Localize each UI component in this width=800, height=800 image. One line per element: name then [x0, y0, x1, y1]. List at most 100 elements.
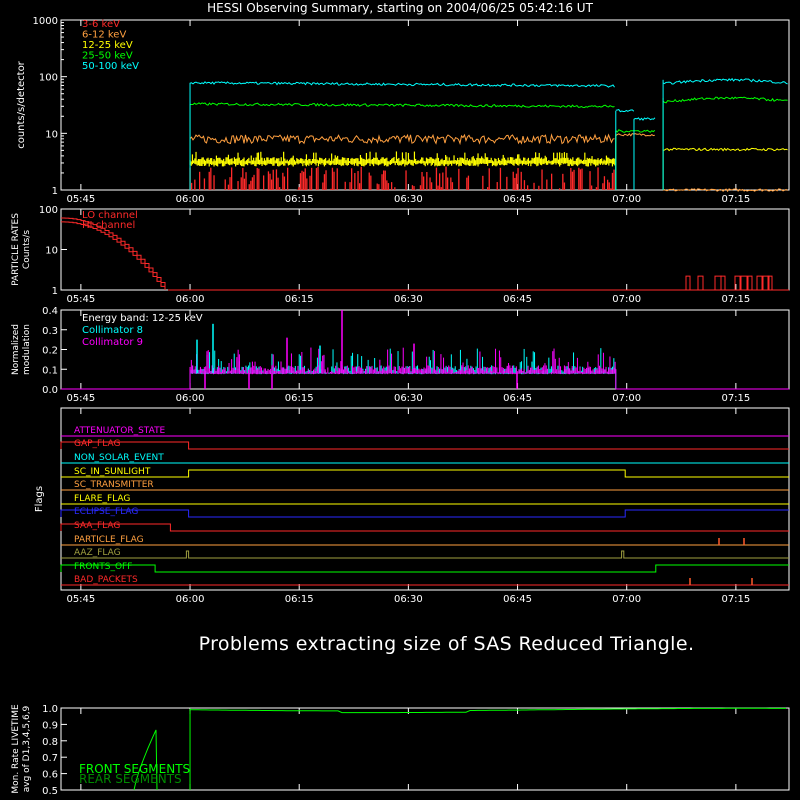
y-axis-label: counts/s/detector [16, 60, 27, 148]
legend-FRONT-SEGMENTS: FRONT SEGMENTS [79, 762, 190, 776]
y-tick-label: 100 [39, 205, 58, 216]
series-line [662, 188, 788, 193]
text-layer: 1 10 100 1000 counts/s/detector 05:45 06:00 06:… [11, 16, 750, 797]
x-tick-label: 06:00 [176, 594, 205, 605]
particle-curve-0 [61, 217, 166, 288]
x-tick-label: 06:45 [503, 194, 532, 205]
y-tick-label: 0.6 [42, 770, 58, 781]
x-tick-label: 06:30 [394, 294, 423, 305]
y-tick-label: 1 [52, 186, 58, 197]
flag-label-non-solar-event: NON_SOLAR_EVENT [74, 453, 164, 463]
flag-line [61, 469, 789, 478]
y-tick-label: 1000 [33, 16, 58, 27]
flag-label-sc-transmitter: SC_TRANSMITTER [74, 480, 154, 490]
count-rate-panel [60, 19, 790, 191]
flag-line [60, 523, 789, 532]
series-line [615, 129, 656, 133]
data-layer [60, 77, 789, 791]
x-tick-label: 06:00 [176, 393, 205, 404]
y-axis-label: PARTICLE RATES [11, 213, 21, 286]
y-tick-label: 0.5 [42, 786, 58, 797]
y-axis-label: Flags [34, 486, 45, 512]
series-line [662, 77, 788, 85]
x-tick-label: 06:15 [285, 294, 314, 305]
legend-Collimator-8: Collimator 8 [82, 325, 143, 336]
y-axis-label: modulation [22, 324, 32, 375]
flag-label-attenuator-state: ATTENUATOR_STATE [74, 426, 166, 436]
particle-burst [740, 275, 748, 291]
x-tick-label: 06:15 [285, 393, 314, 404]
y-tick-label: 100 [39, 73, 58, 84]
y-tick-label: 0.3 [42, 326, 58, 337]
x-tick-label: 07:00 [612, 393, 641, 404]
error-message: Problems extracting size of SAS Reduced … [198, 633, 695, 655]
particle-burst [685, 275, 691, 291]
livetime-panel [60, 707, 790, 791]
chart-title: HESSI Observing Summary, starting on 200… [207, 1, 593, 15]
x-tick-label: 06:45 [503, 294, 532, 305]
flag-label-gap-flag: GAP_FLAG [74, 439, 120, 449]
x-tick-label: 05:45 [66, 594, 95, 605]
particle-burst [714, 275, 722, 291]
y-tick-label: 1.0 [42, 704, 58, 715]
flag-label-sc-in-sunlight: SC_IN_SUNLIGHT [74, 467, 151, 477]
legend-3-6-keV: 3-6 keV [82, 19, 120, 30]
flag-label-aaz-flag: AAZ_FLAG [74, 548, 121, 558]
y-tick-label: 0.9 [42, 720, 58, 731]
y-tick-label: 0.8 [42, 737, 58, 748]
livetime-front [189, 707, 786, 790]
particle-burst [747, 275, 753, 291]
flag-label-fronts-off: FRONTS_OFF [74, 562, 132, 572]
series-line [189, 102, 615, 109]
x-tick-label: 06:30 [394, 194, 423, 205]
flag-label-eclipse-flag: ECLIPSE_FLAG [74, 507, 138, 517]
series-line [662, 147, 788, 152]
x-tick-label: 07:15 [721, 393, 750, 404]
y-tick-label: 1 [52, 286, 58, 297]
y-tick-label: 10 [45, 129, 58, 140]
livetime-ramp [133, 729, 158, 791]
y-tick-label: 0.2 [42, 346, 58, 357]
flag-line [60, 509, 789, 518]
x-tick-label: 06:30 [394, 594, 423, 605]
panels-layer [60, 19, 790, 791]
particle-burst [767, 275, 773, 291]
flag-line [61, 550, 789, 559]
x-tick-label: 07:15 [721, 194, 750, 205]
flag-label-flare-flag: FLARE_FLAG [74, 494, 130, 504]
y-axis-label: avg of D1,3,4,5,6,9 [22, 705, 32, 792]
particle-burst [697, 275, 704, 291]
particle-rate-panel [60, 208, 790, 291]
legend-LO-channel: LO channel [82, 210, 138, 221]
series-line [633, 117, 656, 121]
x-tick-label: 07:00 [612, 194, 641, 205]
flag-label-saa-flag: SAA_FLAG [74, 521, 120, 531]
legend-REAR-SEGMENTS: REAR SEGMENTS [79, 772, 182, 786]
particle-curve-1 [61, 221, 166, 290]
y-axis-label: Normalized [11, 324, 21, 375]
legend-12-25-keV: 12-25 keV [82, 40, 133, 51]
series-line [662, 96, 788, 104]
x-tick-label: 06:30 [394, 393, 423, 404]
flag-label-particle-flag: PARTICLE_FLAG [74, 535, 144, 545]
x-tick-label: 06:45 [503, 393, 532, 404]
y-tick-label: 0.0 [42, 385, 58, 396]
y-tick-label: 10 [45, 246, 58, 257]
x-tick-label: 07:00 [612, 294, 641, 305]
x-tick-label: 06:15 [285, 194, 314, 205]
legend-HI-channel: HI channel [82, 220, 135, 231]
series-50-100-keV [189, 77, 788, 190]
y-axis-label: Mon. Rate LIVETIME [11, 704, 21, 794]
series-line [189, 133, 615, 146]
series-3-6-keV [189, 166, 615, 190]
flag-line [60, 564, 789, 573]
x-tick-label: 05:45 [66, 393, 95, 404]
x-tick-label: 07:15 [721, 594, 750, 605]
x-tick-label: 06:00 [176, 194, 205, 205]
legend-Collimator-9: Collimator 9 [82, 337, 143, 348]
y-axis-label: Counts/s [22, 230, 32, 269]
x-tick-label: 06:15 [285, 594, 314, 605]
y-tick-label: 0.1 [42, 365, 58, 376]
legend-50-100-keV: 50-100 keV [82, 61, 139, 72]
